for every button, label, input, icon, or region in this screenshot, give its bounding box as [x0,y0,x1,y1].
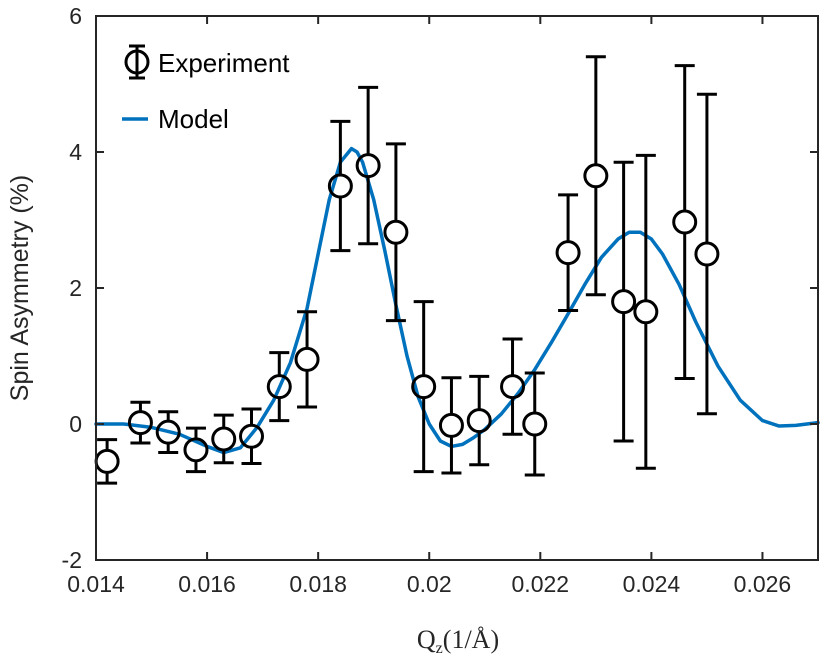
experiment-point [694,92,720,416]
data-marker [183,437,209,463]
legend: Experiment Model [122,44,290,134]
experiment-point [211,413,237,465]
data-marker [583,163,609,189]
x-axis-title: Qz(1/Å) [417,625,499,657]
data-marker [266,374,292,400]
data-marker [555,240,581,266]
experiment-point [466,374,492,467]
y-tick-label: -2 [62,547,82,573]
experiment-point [355,85,381,246]
x-tick-label: 0.022 [512,571,570,597]
experiment-point [183,426,209,474]
legend-model-label: Model [158,104,229,134]
y-tick-label: 0 [69,411,82,437]
data-marker [239,423,265,449]
y-tick-label: 2 [69,275,82,301]
legend-experiment-symbol [124,44,150,80]
y-axis-title: Spin Asymmetry (%) [6,175,34,401]
experiment-point [438,376,464,475]
x-tick-label: 0.018 [289,571,347,597]
x-tick-label: 0.014 [67,571,125,597]
experiment-point [411,300,437,474]
experiment-point [555,193,581,312]
data-marker [211,426,237,452]
experiment-point [327,119,353,253]
data-marker [127,410,153,436]
y-tick-label: 6 [69,3,82,29]
data-marker [438,412,464,438]
x-tick-label: 0.026 [734,571,792,597]
data-marker [411,374,437,400]
legend-experiment-label: Experiment [158,48,290,78]
experiment-point [611,160,637,443]
data-marker [294,346,320,372]
y-axis: -2 0 2 4 6 [62,3,818,573]
x-tick-label: 0.016 [178,571,236,597]
experiment-point [383,142,409,323]
data-marker [355,153,381,179]
experiment-point [127,400,153,445]
experiment-point [583,55,609,297]
experiment-point [500,337,526,436]
experiment-point [294,310,320,409]
x-axis: 0.014 0.016 0.018 0.02 0.022 0.024 0.026 [67,16,791,597]
data-marker [611,289,637,315]
experiment-point [266,351,292,423]
experiment-point [155,410,181,455]
experiment-point [633,153,659,470]
data-marker [694,241,720,267]
plot-background [96,16,818,560]
experiment-point [522,371,548,477]
data-marker [383,219,409,245]
data-marker [466,408,492,434]
y-tick-label: 4 [69,139,82,165]
data-marker [155,419,181,445]
data-marker [500,374,526,400]
data-marker [633,299,659,325]
x-tick-label: 0.024 [623,571,681,597]
data-marker [327,173,353,199]
x-tick-label: 0.02 [407,571,452,597]
data-marker [522,411,548,437]
experiment-point [239,407,265,465]
data-marker [672,209,698,235]
experiment-point [672,64,698,380]
